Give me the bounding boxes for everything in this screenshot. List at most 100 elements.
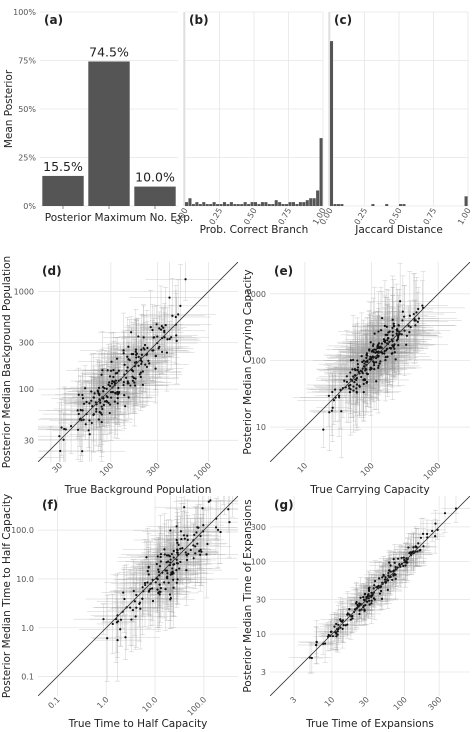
- data-point: [116, 371, 119, 374]
- data-point: [384, 356, 387, 359]
- data-point: [399, 300, 402, 303]
- data-point: [368, 589, 371, 593]
- data-point: [390, 352, 393, 355]
- y-axis-label: Posterior Median Time to Half Capacity: [1, 494, 13, 698]
- data-point: [176, 541, 179, 544]
- histogram-bar: [247, 204, 251, 206]
- data-point: [354, 368, 357, 372]
- data-point: [199, 548, 202, 551]
- data-point: [378, 362, 381, 365]
- data-point: [77, 393, 80, 396]
- y-tick-label: 100.0: [11, 526, 34, 535]
- y-tick-label: 75%: [18, 57, 36, 66]
- data-point: [386, 347, 389, 350]
- data-point: [137, 355, 140, 358]
- data-point: [130, 618, 133, 621]
- panel-label: (d): [42, 264, 62, 278]
- plot-area: [38, 262, 238, 462]
- x-tick-label: 100: [98, 461, 115, 478]
- data-point: [140, 348, 143, 351]
- identity-line: [38, 496, 238, 696]
- data-point: [386, 588, 389, 591]
- data-point: [375, 380, 378, 383]
- data-point: [175, 581, 178, 584]
- y-axis-label: Posterior Median Background Population: [1, 256, 13, 468]
- data-point: [94, 401, 97, 404]
- data-point: [132, 353, 135, 356]
- data-point: [365, 352, 369, 355]
- data-point: [377, 350, 380, 353]
- x-tick-label: 1000: [192, 461, 213, 482]
- y-tick-label: 100: [19, 385, 34, 394]
- data-point: [185, 558, 189, 562]
- data-point: [369, 367, 372, 371]
- data-point: [186, 538, 189, 541]
- data-point: [403, 329, 406, 332]
- data-point: [369, 341, 372, 344]
- data-point: [397, 335, 400, 339]
- x-tick-label: 3: [288, 695, 298, 705]
- data-point: [396, 329, 399, 332]
- data-point: [377, 330, 380, 333]
- data-point: [169, 598, 172, 601]
- data-point: [401, 310, 404, 313]
- panel-e: 10 100 1000 10 100 1000 (e) True Carrying Capac…: [242, 262, 470, 496]
- data-point: [381, 576, 384, 579]
- y-tick-label: 1.0: [21, 624, 34, 633]
- bar-data-label: 74.5%: [89, 44, 129, 59]
- data-point: [147, 359, 150, 362]
- histogram-bar: [333, 204, 337, 206]
- data-point: [168, 337, 171, 341]
- data-point: [409, 326, 412, 329]
- data-point: [224, 488, 226, 490]
- data-point: [107, 401, 110, 404]
- data-point: [345, 380, 349, 384]
- data-point: [95, 407, 98, 411]
- data-point: [349, 378, 352, 381]
- y-tick-label: 300: [19, 339, 34, 348]
- data-point: [90, 399, 93, 402]
- panel-label: (b): [189, 13, 209, 27]
- data-point: [175, 525, 178, 528]
- data-point: [349, 371, 352, 374]
- data-point: [180, 537, 183, 541]
- data-point: [175, 334, 178, 337]
- histogram-bar: [267, 204, 271, 206]
- data-point: [359, 596, 362, 599]
- data-point: [223, 487, 225, 489]
- data-point: [349, 618, 353, 621]
- data-point: [207, 500, 210, 503]
- data-point: [340, 410, 343, 413]
- data-point: [192, 557, 195, 560]
- data-point: [103, 387, 106, 390]
- data-point: [126, 380, 129, 383]
- data-point: [159, 553, 163, 556]
- data-point: [155, 562, 158, 566]
- data-point: [175, 538, 178, 542]
- data-point: [135, 606, 138, 609]
- data-point: [109, 391, 113, 394]
- data-point: [102, 403, 106, 407]
- data-point: [146, 346, 149, 350]
- data-point: [408, 331, 411, 334]
- data-point: [123, 597, 126, 601]
- x-axis-label: True Background Population: [64, 484, 212, 496]
- data-point: [389, 347, 392, 350]
- data-point: [159, 560, 162, 563]
- data-point: [169, 558, 172, 561]
- histogram-bar: [281, 204, 285, 206]
- data-point: [156, 588, 159, 591]
- data-point: [92, 396, 95, 399]
- data-point: [365, 356, 368, 359]
- y-axis-label: Posterior Median Carrying Capacity: [242, 269, 254, 454]
- data-point: [366, 360, 369, 363]
- histogram-bar: [236, 204, 240, 206]
- x-tick-label: 1.0: [95, 695, 110, 710]
- data-point: [407, 546, 410, 549]
- data-point: [341, 627, 344, 630]
- data-point: [175, 558, 178, 561]
- y-tick-label: 100%: [13, 8, 36, 17]
- data-point: [397, 324, 400, 327]
- data-point: [140, 362, 143, 366]
